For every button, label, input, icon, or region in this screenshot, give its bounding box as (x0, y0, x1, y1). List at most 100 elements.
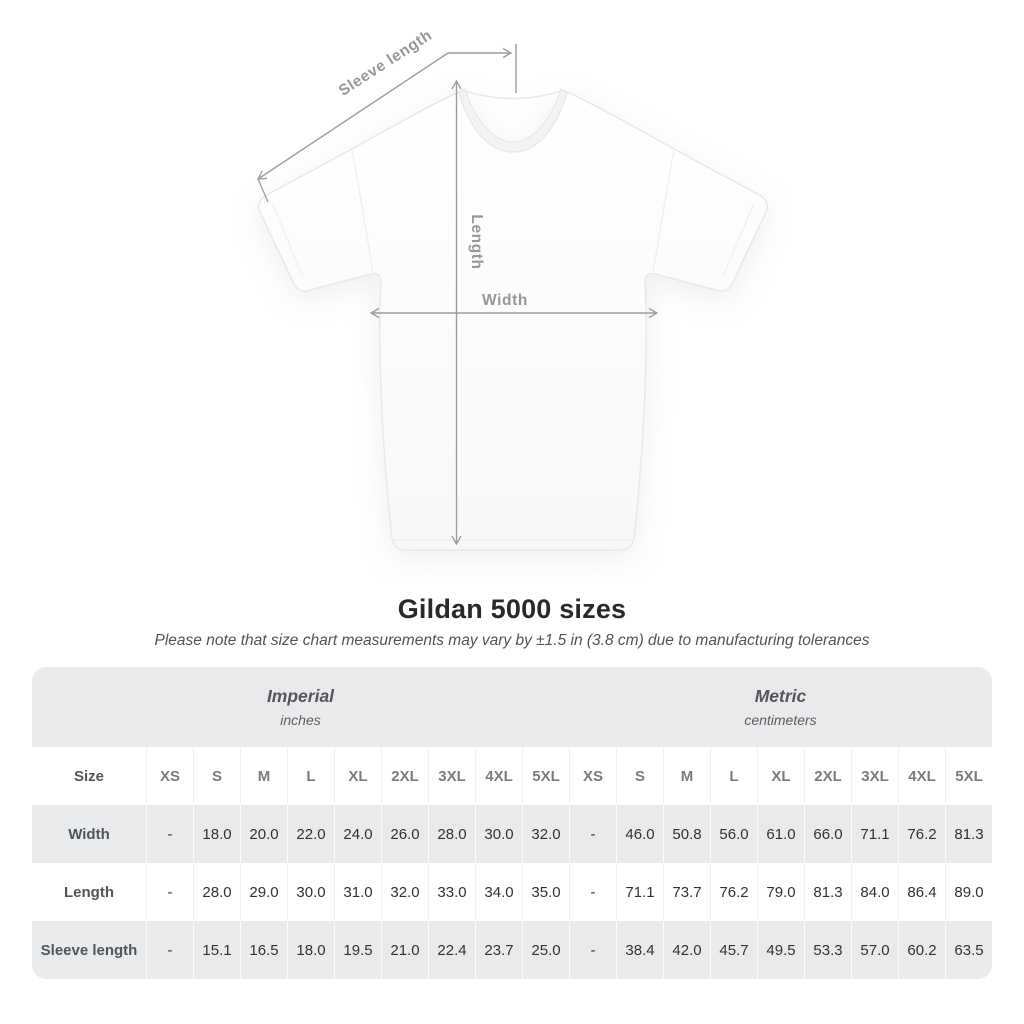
left-sleeve-hem (271, 202, 304, 278)
value-cell: 46.0 (616, 805, 663, 863)
value-cell: 81.3 (804, 863, 851, 921)
row-label: Length (64, 883, 114, 901)
value-cell: 15.1 (193, 921, 240, 979)
value-cell: 38.4 (616, 921, 663, 979)
size-header-cell: XL (334, 747, 381, 805)
sleeve-length-arrow (256, 44, 517, 203)
value-cell: 42.0 (663, 921, 710, 979)
size-col-header: Size (73, 767, 104, 785)
value-cell: 86.4 (898, 863, 945, 921)
value-cell: 71.1 (851, 805, 898, 863)
value-cell: 23.7 (475, 921, 522, 979)
value-cell: 20.0 (240, 805, 287, 863)
value-cell: 56.0 (710, 805, 757, 863)
value-cell: 50.8 (663, 805, 710, 863)
value-cell: 32.0 (381, 863, 428, 921)
size-header-cell: M (240, 747, 287, 805)
right-sleeve-hem (722, 202, 755, 278)
size-chart-grid: Size XS S M L XL 2XL 3XL 4XL 5XL XS S M L XL 2XL 3XL 4XL 5… (32, 747, 992, 979)
value-cell: 24.0 (334, 805, 381, 863)
unit-group-metric: Metric centimeters (569, 686, 992, 728)
measurement-row: Width -18.0 20.0 22.0 24.0 26.0 28.0 30.0 32.0-4… (32, 805, 992, 863)
tshirt-diagram: Sleeve length Length Width (256, 27, 769, 551)
right-sleeve-seam (652, 149, 675, 273)
back-neckline-seam (461, 89, 565, 100)
size-header-cell: 2XL (804, 747, 851, 805)
value-cell: 29.0 (240, 863, 287, 921)
value-cell: 35.0 (522, 863, 569, 921)
size-header-cell: S (616, 747, 663, 805)
size-header-cell: L (287, 747, 334, 805)
width-label: Width (482, 292, 528, 309)
tolerance-note: Please note that size chart measurements… (154, 632, 870, 649)
value-cell: 28.0 (428, 805, 475, 863)
size-header-cell: M (663, 747, 710, 805)
value-cell: 33.0 (428, 863, 475, 921)
size-guide-page: Sleeve length Length Width Gildan 5000 s… (32, 27, 992, 979)
size-header-cell: S (193, 747, 240, 805)
value-cell: - (569, 805, 616, 863)
collar-band (458, 88, 568, 153)
value-cell: 34.0 (475, 863, 522, 921)
metric-unit: centimeters (744, 712, 817, 728)
row-label: Sleeve length (40, 941, 138, 959)
size-header-cell: 5XL (945, 747, 992, 805)
size-header-cell: XL (757, 747, 804, 805)
value-cell: 57.0 (851, 921, 898, 979)
sleeve-diagonal-segment (256, 52, 449, 180)
unit-group-imperial: Imperial inches (32, 686, 569, 728)
value-cell: 60.2 (898, 921, 945, 979)
value-cell: - (146, 805, 193, 863)
value-cell: 61.0 (757, 805, 804, 863)
value-cell: 76.2 (710, 863, 757, 921)
value-cell: 25.0 (522, 921, 569, 979)
value-cell: 31.0 (334, 863, 381, 921)
value-cell: 16.5 (240, 921, 287, 979)
value-cell: 73.7 (663, 863, 710, 921)
size-header-cell: 4XL (898, 747, 945, 805)
sleeve-extension-segment (257, 178, 269, 203)
left-sleeve-seam (351, 149, 374, 273)
imperial-title: Imperial (266, 686, 335, 706)
value-cell: 18.0 (193, 805, 240, 863)
value-cell: 45.7 (710, 921, 757, 979)
value-cell: 18.0 (287, 921, 334, 979)
value-cell: 32.0 (522, 805, 569, 863)
tshirt-diagram-svg: Sleeve length Length Width (256, 27, 769, 551)
size-chart-table: Imperial inches Metric centimeters Size X… (32, 667, 992, 979)
value-cell: 21.0 (381, 921, 428, 979)
units-header: Imperial inches Metric centimeters (32, 667, 992, 747)
value-cell: 81.3 (945, 805, 992, 863)
measurement-row: Length -28.0 29.0 30.0 31.0 32.0 33.0 34.0 35.0-… (32, 863, 992, 921)
page-title: Gildan 5000 sizes (397, 594, 627, 624)
value-cell: 22.0 (287, 805, 334, 863)
value-cell: 49.5 (757, 921, 804, 979)
value-cell: 84.0 (851, 863, 898, 921)
value-cell: 30.0 (475, 805, 522, 863)
value-cell: 26.0 (381, 805, 428, 863)
value-cell: 28.0 (193, 863, 240, 921)
value-cell: - (146, 863, 193, 921)
value-cell: 89.0 (945, 863, 992, 921)
value-cell: 22.4 (428, 921, 475, 979)
value-cell: 63.5 (945, 921, 992, 979)
size-header-cell: 4XL (475, 747, 522, 805)
sleeve-length-label: Sleeve length (336, 27, 436, 100)
value-cell: 53.3 (804, 921, 851, 979)
measurement-row: Sleeve length - 15.1 16.5 18.0 19.5 21.0 22.4 23… (32, 921, 992, 979)
value-cell: - (569, 921, 616, 979)
imperial-unit: inches (280, 712, 321, 728)
value-cell: 30.0 (287, 863, 334, 921)
value-cell: 79.0 (757, 863, 804, 921)
value-cell: 71.1 (616, 863, 663, 921)
row-label: Width (68, 825, 110, 843)
value-cell: 19.5 (334, 921, 381, 979)
value-cell: 66.0 (804, 805, 851, 863)
length-label: Length (468, 214, 485, 269)
size-header-cell: 2XL (381, 747, 428, 805)
size-header-cell: XS (569, 747, 616, 805)
tshirt-illustration (257, 88, 769, 551)
size-header-cell: 3XL (428, 747, 475, 805)
size-header-cell: L (710, 747, 757, 805)
value-cell: - (569, 863, 616, 921)
